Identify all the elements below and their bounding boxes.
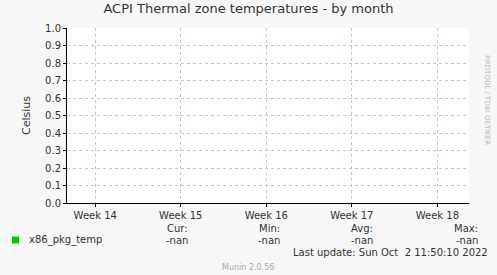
svg-text:ACPI Thermal zone temperatures: ACPI Thermal zone temperatures - by mont… [103, 1, 393, 16]
svg-text:0.9: 0.9 [45, 40, 61, 51]
svg-text:Min:: Min: [259, 223, 280, 234]
svg-text:Last update: Sun Oct 2 11:50:: Last update: Sun Oct 2 11:50:10 2022 [293, 247, 488, 258]
svg-text:0.4: 0.4 [45, 128, 61, 139]
svg-text:0.8: 0.8 [45, 58, 61, 69]
svg-text:-nan: -nan [456, 235, 478, 246]
svg-text:Week 16: Week 16 [245, 210, 288, 221]
svg-text:0.1: 0.1 [45, 180, 61, 191]
svg-text:0.6: 0.6 [45, 93, 61, 104]
svg-text:Week 14: Week 14 [74, 210, 117, 221]
svg-text:0.7: 0.7 [45, 75, 61, 86]
svg-text:RRDTOOL / TOBI OETIKER: RRDTOOL / TOBI OETIKER [483, 55, 491, 145]
svg-text:Cur:: Cur: [167, 223, 188, 234]
svg-text:0.0: 0.0 [45, 198, 61, 209]
svg-text:Max:: Max: [454, 223, 478, 234]
svg-text:Munin 2.0.56: Munin 2.0.56 [222, 263, 274, 272]
svg-text:Week 15: Week 15 [159, 210, 202, 221]
svg-text:-nan: -nan [258, 235, 280, 246]
svg-text:Celsius: Celsius [20, 96, 33, 135]
svg-text:-nan: -nan [166, 235, 188, 246]
svg-text:1.0: 1.0 [45, 23, 61, 34]
svg-text:x86_pkg_temp: x86_pkg_temp [29, 234, 102, 246]
svg-text:Avg:: Avg: [351, 223, 373, 234]
svg-text:Week 17: Week 17 [330, 210, 373, 221]
svg-text:0.2: 0.2 [45, 163, 61, 174]
svg-text:Week 18: Week 18 [416, 210, 459, 221]
svg-text:-nan: -nan [351, 235, 373, 246]
svg-text:0.3: 0.3 [45, 145, 61, 156]
svg-text:0.5: 0.5 [45, 110, 61, 121]
